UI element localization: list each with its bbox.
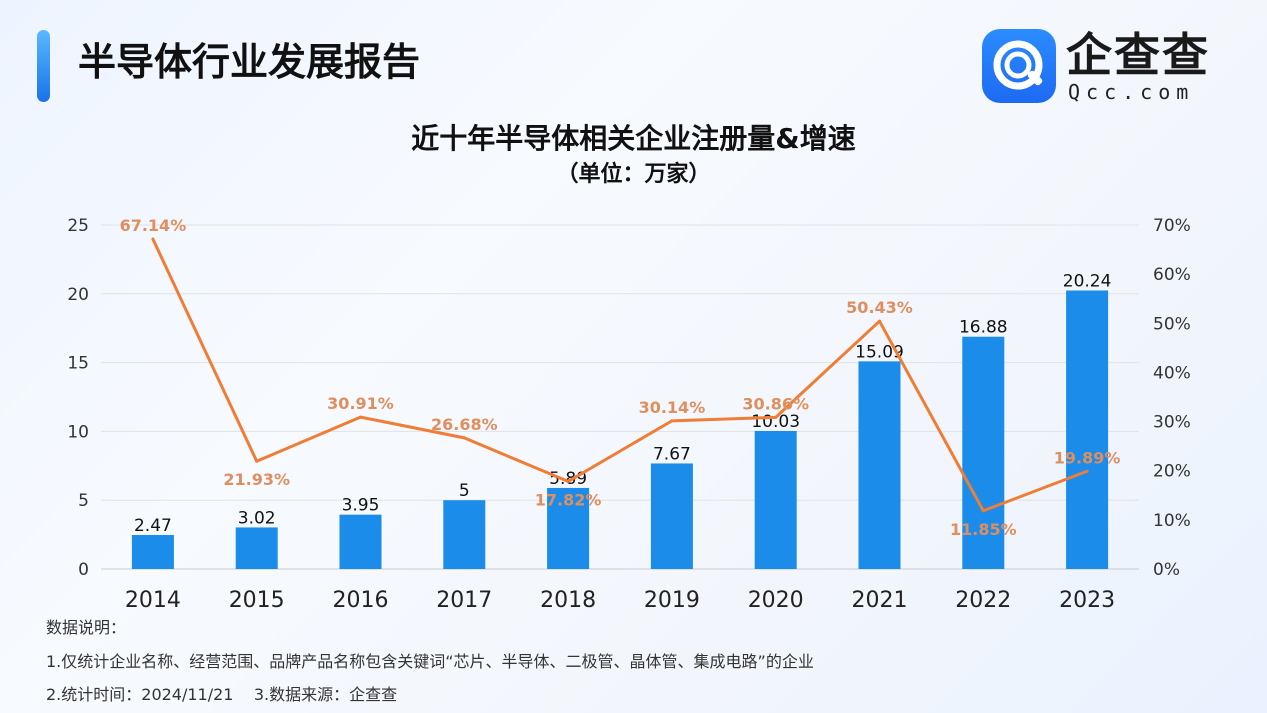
growth-point xyxy=(359,415,362,419)
bar xyxy=(131,535,174,569)
chart-title: 近十年半导体相关企业注册量&增速 xyxy=(411,122,856,155)
bar xyxy=(443,500,486,569)
y-right-tick-label: 0% xyxy=(1153,560,1180,580)
bar-value-label: 5.89 xyxy=(549,469,587,489)
y-right-tick-label: 40% xyxy=(1153,363,1191,383)
growth-value-label: 30.86% xyxy=(742,394,809,413)
y-left-tick-label: 0 xyxy=(78,560,89,580)
x-tick-label: 2020 xyxy=(748,588,804,613)
growth-value-label: 50.43% xyxy=(846,298,913,317)
bar-value-label: 3.95 xyxy=(342,496,380,516)
growth-value-label: 30.91% xyxy=(327,394,394,413)
growth-value-label: 11.85% xyxy=(950,520,1017,539)
bar xyxy=(962,336,1005,569)
report-title: 半导体行业发展报告 xyxy=(78,40,421,84)
x-tick-label: 2023 xyxy=(1059,588,1115,613)
x-tick-label: 2019 xyxy=(644,588,700,613)
bar-value-label: 7.67 xyxy=(653,444,691,464)
growth-point xyxy=(878,319,881,323)
bar xyxy=(547,487,590,569)
y-right-tick-label: 30% xyxy=(1153,413,1191,433)
growth-value-label: 30.14% xyxy=(639,398,706,417)
growth-point xyxy=(774,415,778,419)
growth-value-label: 21.93% xyxy=(223,470,290,489)
y-left-tick-label: 10 xyxy=(67,422,89,442)
y-right-tick-label: 70% xyxy=(1153,216,1191,236)
x-tick-label: 2017 xyxy=(436,588,492,613)
accent-bar xyxy=(37,30,50,102)
bar-value-label: 3.02 xyxy=(238,508,276,528)
growth-value-label: 17.82% xyxy=(535,490,602,509)
growth-point xyxy=(670,419,674,423)
y-right-tick-label: 60% xyxy=(1153,265,1191,285)
bar xyxy=(1066,290,1109,569)
growth-point xyxy=(1085,469,1089,473)
bar-value-label: 20.24 xyxy=(1063,271,1112,291)
growth-point xyxy=(462,436,466,440)
qcc-logo-icon xyxy=(982,29,1056,103)
x-tick-label: 2021 xyxy=(852,588,908,613)
y-right-tick-label: 10% xyxy=(1153,511,1191,531)
note-line-1: 1.仅统计企业名称、经营范围、品牌产品名称包含关键词“芯片、半导体、二极管、晶体… xyxy=(46,652,814,671)
growth-point xyxy=(981,509,985,513)
y-right-tick-label: 20% xyxy=(1153,462,1191,482)
bar-value-label: 15.09 xyxy=(855,342,904,362)
bar xyxy=(235,527,278,569)
bar-value-label: 10.03 xyxy=(751,412,800,432)
x-tick-label: 2015 xyxy=(229,588,285,613)
growth-point xyxy=(255,459,259,463)
x-tick-label: 2014 xyxy=(125,588,181,613)
y-left-tick-label: 5 xyxy=(78,491,89,511)
growth-value-label: 26.68% xyxy=(431,415,498,434)
growth-point xyxy=(566,479,570,483)
bar-value-label: 16.88 xyxy=(959,318,1008,338)
x-tick-label: 2022 xyxy=(955,588,1011,613)
bar xyxy=(754,430,797,569)
y-right-tick-label: 50% xyxy=(1153,314,1191,334)
notes-heading: 数据说明： xyxy=(46,618,127,637)
logo-domain: Qcc.com xyxy=(1068,80,1195,104)
y-left-tick-label: 25 xyxy=(67,216,89,236)
logo-name: 企查查 xyxy=(1066,28,1210,82)
y-left-tick-label: 15 xyxy=(67,354,89,374)
x-tick-label: 2016 xyxy=(333,588,389,613)
y-left-tick-label: 20 xyxy=(67,285,89,305)
note-line-2: 2.统计时间：2024/11/21 3.数据来源：企查查 xyxy=(46,685,398,704)
bar xyxy=(650,463,693,569)
growth-line xyxy=(151,238,1088,513)
chart-subtitle: （单位：万家） xyxy=(556,162,711,187)
growth-point xyxy=(151,237,155,241)
growth-value-label: 19.89% xyxy=(1054,448,1121,467)
bar xyxy=(858,361,901,569)
x-tick-label: 2018 xyxy=(540,588,596,613)
growth-value-label: 67.14% xyxy=(120,216,187,235)
bar-value-label: 5 xyxy=(459,481,470,501)
bar-value-label: 2.47 xyxy=(134,516,172,536)
bar xyxy=(339,514,382,569)
